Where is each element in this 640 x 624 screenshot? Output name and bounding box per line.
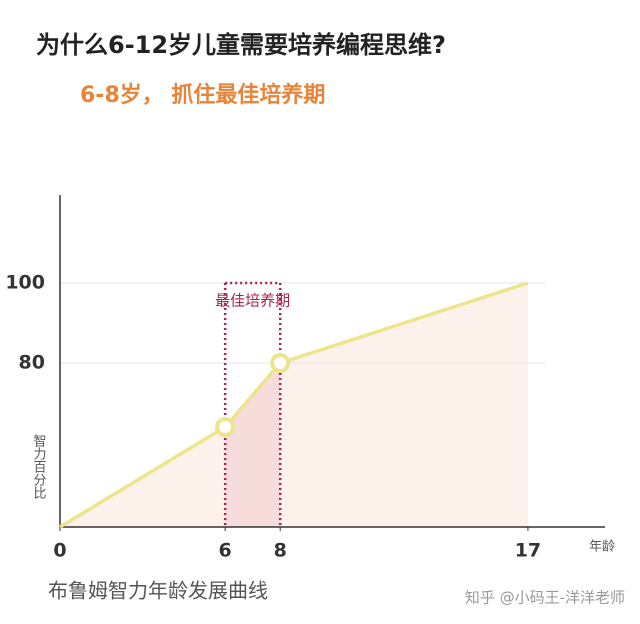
y-tick-label: 80 bbox=[19, 352, 45, 374]
x-tick-label: 6 bbox=[219, 540, 232, 562]
point-marker bbox=[215, 417, 236, 437]
x-tick-label: 17 bbox=[515, 540, 541, 562]
x-tick-label: 0 bbox=[53, 540, 66, 562]
x-tick-label: 8 bbox=[274, 540, 287, 562]
area-fill bbox=[60, 283, 528, 527]
chart-title: 为什么6-12岁儿童需要培养编程思维? bbox=[36, 31, 446, 59]
highlight-band bbox=[225, 363, 281, 527]
point-marker bbox=[270, 353, 291, 373]
chart-subtitle: 6-8岁， 抓住最佳培养期 bbox=[80, 82, 325, 108]
watermark: 知乎 @小码王-洋洋老师 bbox=[465, 589, 625, 607]
highlight-label: 最佳培养期 bbox=[215, 292, 290, 310]
line bbox=[59, 281, 529, 529]
x-axis-label: 年龄 bbox=[589, 540, 615, 555]
y-tick-label: 100 bbox=[5, 272, 45, 294]
y-axis-label: 智力百分比 bbox=[31, 434, 47, 500]
caption: 布鲁姆智力年龄发展曲线 bbox=[48, 579, 268, 603]
